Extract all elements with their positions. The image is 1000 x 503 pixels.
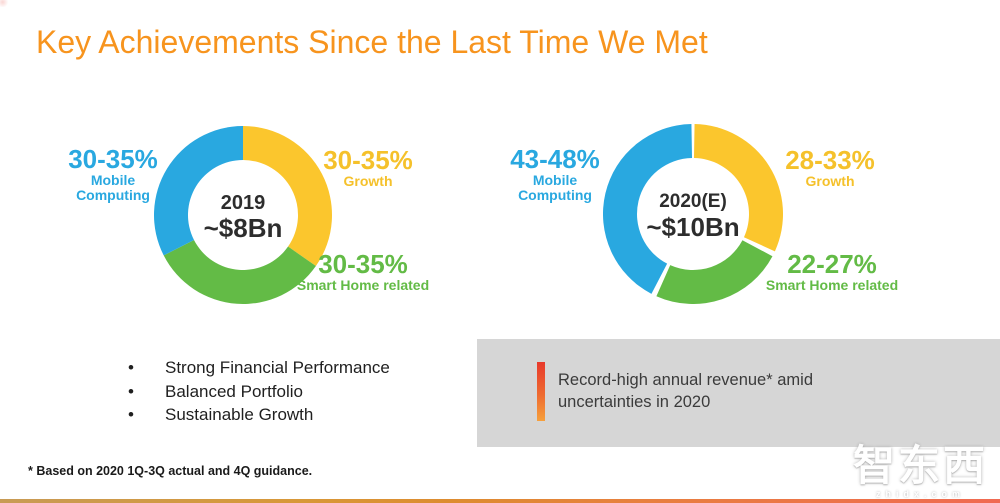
donut-segment-mobile-computing (154, 126, 243, 256)
pct-2020e-smart-home: 22-27% (787, 249, 877, 279)
watermark-cjk-logo: 智东西 (852, 442, 988, 489)
donut-chart-2020e (603, 124, 783, 304)
donut-segment-mobile-computing (603, 124, 693, 294)
watermark: 智东西 zhidx.com (852, 442, 988, 500)
donut-segment-smart-home-related (163, 239, 316, 304)
highlight-box: Record-high annual revenue* amid uncerta… (477, 339, 1000, 447)
donut-total-2019: ~$8Bn (203, 213, 283, 243)
donut-center-2019: 2019 ~$8Bn (173, 192, 313, 243)
scan-smudge (0, 0, 9, 7)
donut-year-2020e: 2020(E) (659, 191, 727, 212)
donut-segment-growth (693, 124, 783, 252)
cat-2020e-growth: Growth (805, 173, 855, 189)
label-2019-mobile-computing: 30-35% Mobile Computing (53, 146, 173, 203)
cat-2020e-mobile-computing: Mobile Computing (518, 172, 592, 204)
label-2020e-smart-home: 22-27% Smart Home related (757, 251, 907, 293)
donut-segment-growth (243, 126, 332, 267)
cat-2019-mobile-computing: Mobile Computing (76, 172, 150, 204)
bottom-rule (0, 499, 1000, 503)
bullet-item: Balanced Portfolio (128, 380, 390, 404)
donut-center-2020e: 2020(E) ~$10Bn (623, 191, 763, 242)
pct-2020e-growth: 28-33% (785, 145, 875, 175)
donut-total-2020e: ~$10Bn (646, 212, 740, 242)
donut-segment-smart-home-related (656, 240, 773, 304)
bullet-item: Strong Financial Performance (128, 356, 390, 380)
label-2020e-mobile-computing: 43-48% Mobile Computing (495, 146, 615, 203)
cat-2019-smart-home: Smart Home related (296, 277, 430, 293)
pct-2020e-mobile-computing: 43-48% (510, 144, 600, 174)
label-2020e-growth: 28-33% Growth (780, 147, 880, 189)
watermark-url: zhidx.com (875, 489, 965, 499)
label-2019-smart-home: 30-35% Smart Home related (288, 251, 438, 293)
bullet-item: Sustainable Growth (128, 403, 390, 427)
accent-bar (537, 362, 545, 421)
highlight-text: Record-high annual revenue* amid uncerta… (558, 371, 813, 411)
cat-2020e-smart-home: Smart Home related (765, 277, 899, 293)
slide-title: Key Achievements Since the Last Time We … (36, 24, 708, 60)
pct-2019-smart-home: 30-35% (318, 249, 408, 279)
donut-chart-2019 (154, 126, 332, 304)
donut-year-2019: 2019 (220, 192, 266, 214)
achievement-bullets: Strong Financial Performance Balanced Po… (128, 356, 390, 427)
cat-2019-growth: Growth (343, 173, 393, 189)
footnote: * Based on 2020 1Q-3Q actual and 4Q guid… (28, 464, 313, 478)
pct-2019-growth: 30-35% (323, 145, 413, 175)
pct-2019-mobile-computing: 30-35% (68, 144, 158, 174)
label-2019-growth: 30-35% Growth (318, 147, 418, 189)
